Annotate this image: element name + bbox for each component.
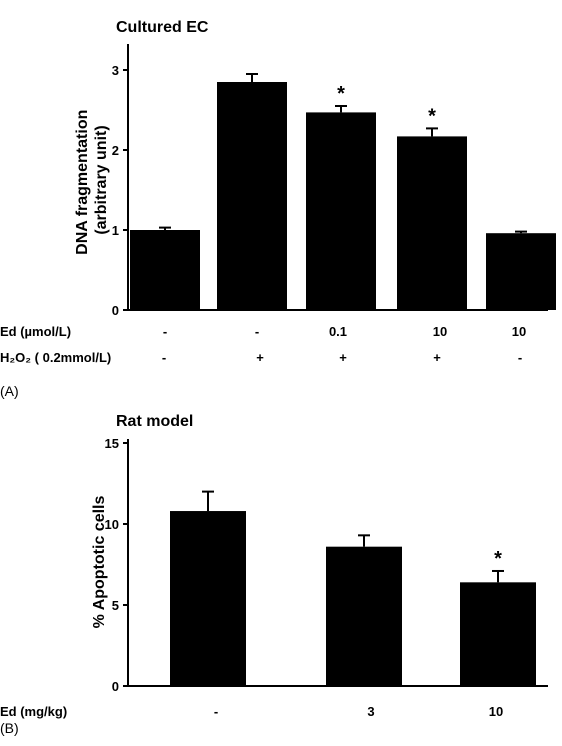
panel-b-condition-label-0: Ed (mg/kg)	[0, 704, 67, 719]
panel-b-condition-0-value-2: 10	[489, 704, 503, 719]
panel-b-label: (B)	[0, 720, 19, 736]
panel-b-bars: *	[170, 490, 536, 686]
panel-a-y-tick-label-0: 0	[112, 303, 119, 318]
panel-b-y-tick-label-0: 0	[112, 679, 119, 694]
panel-b-bar-0	[170, 511, 246, 686]
panel-a-dna-fragmentation: Cultured EC DNA fragmentation (arbitrary…	[0, 19, 556, 399]
panel-a-y-label-line-2: (arbitrary unit)	[93, 125, 110, 234]
panel-b-title: Rat model	[116, 413, 193, 430]
panel-a-condition-1-value-4: -	[518, 350, 522, 365]
panel-b-y-ticks: 0 5 10 15	[105, 436, 128, 694]
panel-a-bar-3	[397, 136, 467, 310]
panel-b-y-tick-label-3: 15	[105, 436, 119, 451]
panel-a-significance-3: *	[428, 105, 436, 127]
panel-a-condition-0-value-2: 0.1	[329, 324, 347, 339]
panel-a-bars: **	[130, 73, 556, 311]
panel-a-condition-1-value-3: +	[433, 350, 441, 365]
panel-a-condition-1-value-2: +	[339, 350, 347, 365]
panel-a-title: Cultured EC	[116, 19, 209, 36]
panel-a-label: (A)	[0, 383, 19, 399]
panel-b-condition-0-value-0: -	[214, 704, 218, 719]
panel-b-bar-1	[326, 546, 402, 686]
panel-a-bar-1	[217, 82, 287, 310]
panel-b-significance-2: *	[494, 548, 502, 570]
panel-a-significance-2: *	[337, 83, 345, 105]
panel-a-y-label-line-1: DNA fragmentation	[74, 110, 91, 255]
panel-a-bar-0	[130, 230, 200, 310]
panel-a-y-tick-label-1: 1	[112, 223, 119, 238]
panel-b-y-tick-label-1: 5	[112, 598, 119, 613]
panel-b-y-tick-label-2: 10	[105, 517, 119, 532]
panel-a-y-tick-label-3: 3	[112, 63, 119, 78]
panel-a-bar-4	[486, 233, 556, 310]
panel-a-condition-0-value-3: 10	[433, 324, 447, 339]
panel-b-bar-2	[460, 582, 536, 686]
panel-a-condition-0-value-1: -	[255, 324, 259, 339]
panel-a-condition-0-value-0: -	[163, 324, 167, 339]
panel-a-condition-1-value-1: +	[256, 350, 264, 365]
panel-b-condition-0-value-1: 3	[367, 704, 374, 719]
panel-a-condition-0-value-4: 10	[512, 324, 526, 339]
panel-b-conditions: Ed (mg/kg) - 3 10	[0, 704, 503, 719]
panel-a-condition-1-value-0: -	[162, 350, 166, 365]
panel-a-condition-label-1: H₂O₂ ( 0.2mmol/L)	[0, 350, 111, 365]
panel-a-y-label: DNA fragmentation (arbitrary unit)	[74, 105, 110, 255]
panel-a-y-tick-label-2: 2	[112, 143, 119, 158]
panel-b-apoptotic-cells: Rat model % Apoptotic cells 0 5 10 15 * Ed …	[0, 413, 548, 736]
panel-b-y-label: % Apoptotic cells	[91, 496, 108, 629]
panel-a-bar-2	[306, 112, 376, 311]
panel-a-conditions: Ed (µmol/L) - - 0.1 10 10 H₂O₂ ( 0.2mmol/L) - + +…	[0, 324, 526, 365]
panel-a-condition-label-0: Ed (µmol/L)	[0, 324, 71, 339]
panel-a-y-ticks: 0 1 2 3	[112, 63, 128, 318]
